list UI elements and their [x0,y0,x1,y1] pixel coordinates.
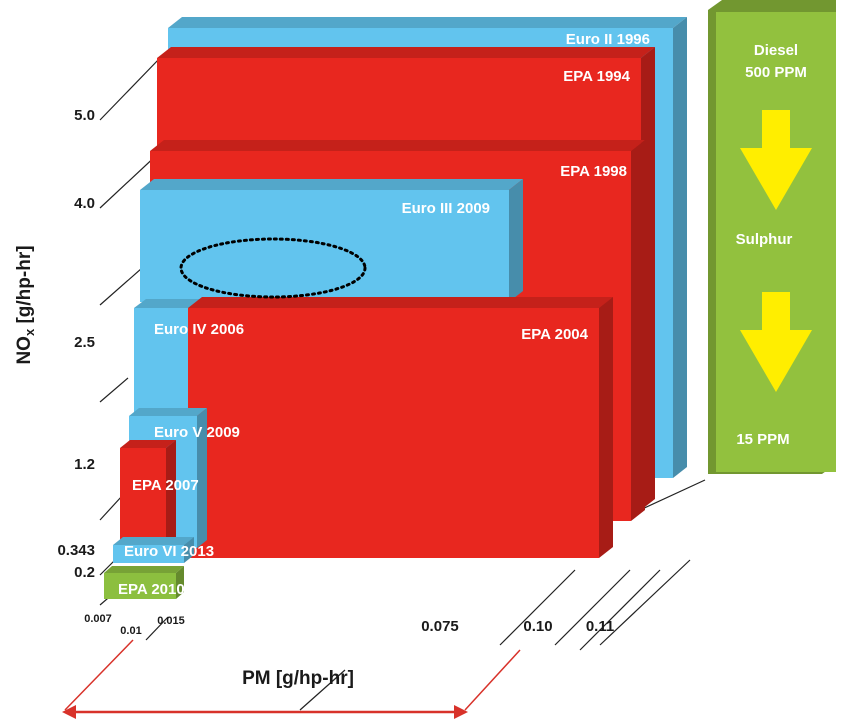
block-side-face [166,440,176,550]
block-side-face [176,566,184,599]
depth-guide-line [499,569,576,646]
depth-guide-line [99,495,123,521]
block-side-face [184,537,194,563]
block-top-face [140,179,523,190]
regulation-blocks [104,17,687,599]
panel-bottom-text: 15 PPM [736,431,789,448]
block-top-face [129,408,207,416]
regulation-labels: Euro II 1996 EPA 1994 EPA 1998 Euro III 200… [118,31,650,598]
block-label: Euro VI 2013 [124,543,214,560]
block-top-face [168,17,687,28]
block-euro-iii-2009 [140,179,523,302]
block-top-face [120,440,176,448]
block-top-face [104,566,184,573]
block-top-face [113,537,194,545]
block-label: EPA 1994 [563,68,630,85]
x-tick-label: 0.10 [523,618,552,635]
x-tick-label: 0.01 [120,625,141,637]
block-side-face [599,297,613,558]
panel-top-text: Diesel [754,42,798,59]
x-axis-ticks: 0.007 0.01 0.015 0.075 0.10 0.11 [84,613,614,637]
y-tick-label: 0.2 [74,564,95,581]
x-tick-label: 0.015 [157,615,185,627]
block-label: Euro V 2009 [154,424,240,441]
y-tick-label: 4.0 [74,195,95,212]
block-side-face [509,179,523,302]
block-epa-2010-2013 [104,566,184,599]
x-axis-title: PM [g/hp-hr] [242,668,354,689]
depth-guide-line [299,669,346,711]
block-epa-2004 [188,297,613,558]
block-euro-vi-2013 [113,537,194,563]
depth-guide-line [99,377,129,403]
block-side-face [197,408,207,548]
down-arrow-icon [740,110,812,210]
block-label: EPA 1998 [560,163,627,180]
y-tick-label: 2.5 [74,334,95,351]
block-top-face [188,297,613,308]
x-tick-label: 0.075 [421,618,459,635]
block-top-face [157,47,655,58]
y-axis-ticks: 0.2 0.343 1.2 2.5 4.0 5.0 [57,107,95,581]
range-arrow-left-head [62,705,76,719]
block-label: EPA 2010/2013 [118,581,222,598]
block-side-face [673,17,687,478]
block-front-face [140,190,509,302]
block-label: Euro IV 2006 [154,321,244,338]
depth-guide-line [599,559,691,646]
y-axis-title: NOx [g/hp-hr] [14,245,37,364]
depth-guide-line [145,616,169,641]
panel-top-text: 500 PPM [745,64,807,81]
block-top-face [150,140,645,151]
block-side-face [631,140,645,521]
range-arrow-right-head [454,705,468,719]
block-label: EPA 2004 [521,326,588,343]
block-label: Euro II 1996 [566,31,650,48]
x-tick-label: 0.11 [586,618,614,635]
dotted-ellipse-annotation [179,237,367,299]
range-guide-right [464,649,521,711]
y-tick-label: 0.343 [57,542,95,559]
panel-face [716,12,836,472]
block-front-face [113,545,184,563]
y-tick-label: 1.2 [74,456,95,473]
depth-guide-line [554,569,631,646]
block-front-face [120,448,166,550]
block-front-face [188,308,599,558]
block-label: EPA 2007 [132,477,199,494]
range-guide-left [64,639,134,711]
y-tick-label: 5.0 [74,107,95,124]
x-tick-label: 0.007 [84,613,112,625]
depth-guide-line [639,479,706,511]
block-front-face [104,573,176,599]
block-label: Euro III 2009 [402,200,490,217]
depth-guide-lines [99,57,706,711]
sulphur-panel: Diesel 500 PPM Sulphur 15 PPM [708,0,836,474]
depth-guide-line [99,57,161,121]
block-epa-2007 [120,440,176,550]
down-arrow-icon [740,292,812,392]
depth-guide-line [579,569,661,651]
panel-middle-text: Sulphur [736,231,793,248]
range-arrow-annotation [62,639,521,719]
